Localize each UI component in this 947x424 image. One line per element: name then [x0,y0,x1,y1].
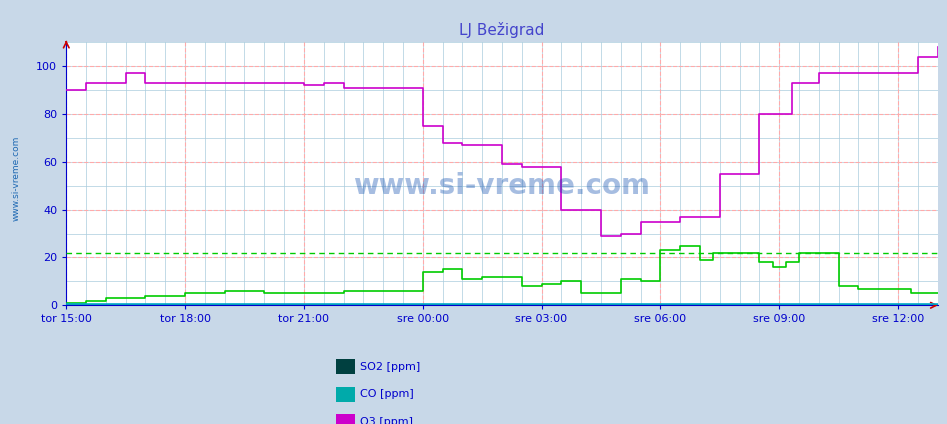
Text: CO [ppm]: CO [ppm] [360,389,414,399]
Title: LJ Bežigrad: LJ Bežigrad [459,22,545,39]
Text: SO2 [ppm]: SO2 [ppm] [360,362,420,372]
Text: www.si-vreme.com: www.si-vreme.com [11,135,21,221]
Text: O3 [ppm]: O3 [ppm] [360,417,413,424]
Text: www.si-vreme.com: www.si-vreme.com [353,172,651,200]
